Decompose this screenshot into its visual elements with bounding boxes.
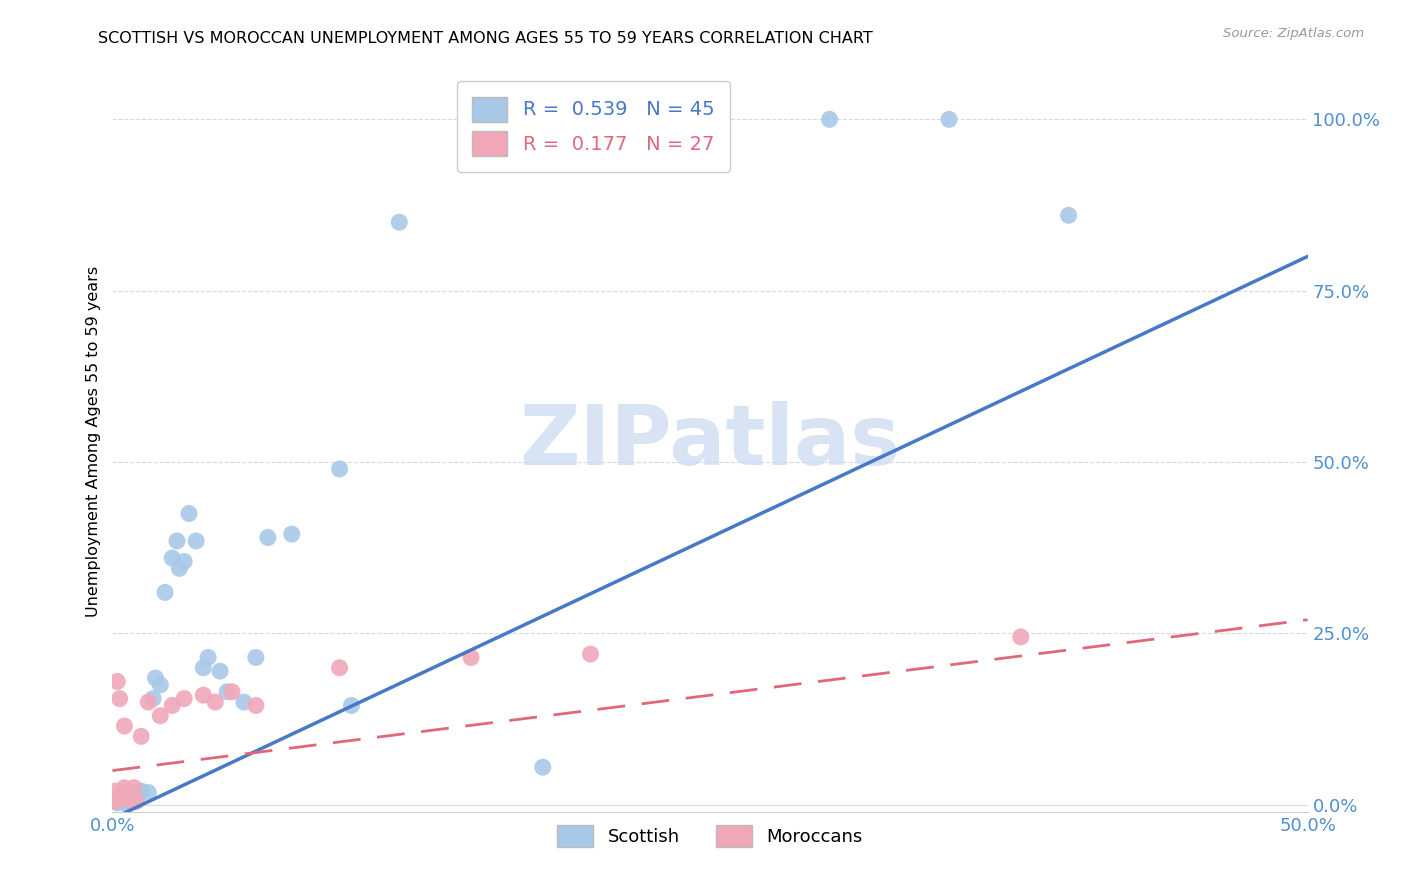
Point [162,551,183,566]
Point [108,792,131,806]
Point [142,691,165,706]
Point [125,794,148,808]
Point [104,792,127,806]
Point [938,112,960,127]
Point [149,708,172,723]
Point [104,794,127,808]
Point [166,533,188,548]
Point [105,796,128,810]
Point [105,791,128,805]
Point [129,784,152,798]
Point [118,794,141,808]
Point [245,650,267,665]
Point [193,688,215,702]
Point [121,792,143,806]
Point [111,788,134,802]
Point [579,647,602,661]
Point [114,794,135,808]
Point [121,791,143,805]
Point [162,698,183,713]
Point [115,792,138,806]
Point [118,791,141,805]
Point [138,785,160,799]
Point [114,719,135,733]
Point [122,780,145,795]
Point [114,796,135,810]
Point [122,789,145,804]
Point [111,793,134,807]
Point [115,784,138,798]
Point [149,678,172,692]
Text: Source: ZipAtlas.com: Source: ZipAtlas.com [1223,27,1364,40]
Point [169,561,191,575]
Point [1010,630,1032,644]
Point [114,780,135,795]
Point [245,698,267,713]
Point [115,795,138,809]
Point [460,650,482,665]
Legend: Scottish, Moroccans: Scottish, Moroccans [550,818,870,855]
Point [104,794,127,808]
Point [177,507,200,521]
Point [233,695,256,709]
Point [108,794,131,808]
Point [145,671,167,685]
Point [173,691,195,706]
Point [329,661,352,675]
Point [104,784,127,798]
Point [173,554,195,568]
Point [204,695,226,709]
Point [138,695,160,709]
Point [193,661,215,675]
Point [209,664,232,678]
Point [818,112,841,127]
Point [1057,208,1080,222]
Point [105,793,128,807]
Point [125,791,148,805]
Point [257,531,280,545]
Point [128,788,150,802]
Point [329,462,352,476]
Point [105,791,128,805]
Point [111,795,134,809]
Point [281,527,304,541]
Point [388,215,411,229]
Point [108,792,131,806]
Point [197,650,219,665]
Text: ZIPatlas: ZIPatlas [520,401,900,482]
Point [217,685,239,699]
Point [108,691,131,706]
Point [105,674,128,689]
Point [340,698,363,713]
Point [531,760,554,774]
Text: SCOTTISH VS MOROCCAN UNEMPLOYMENT AMONG AGES 55 TO 59 YEARS CORRELATION CHART: SCOTTISH VS MOROCCAN UNEMPLOYMENT AMONG … [98,31,873,46]
Point [186,533,208,548]
Y-axis label: Unemployment Among Ages 55 to 59 years: Unemployment Among Ages 55 to 59 years [86,266,101,617]
Point [129,729,152,743]
Point [153,585,176,599]
Point [221,685,243,699]
